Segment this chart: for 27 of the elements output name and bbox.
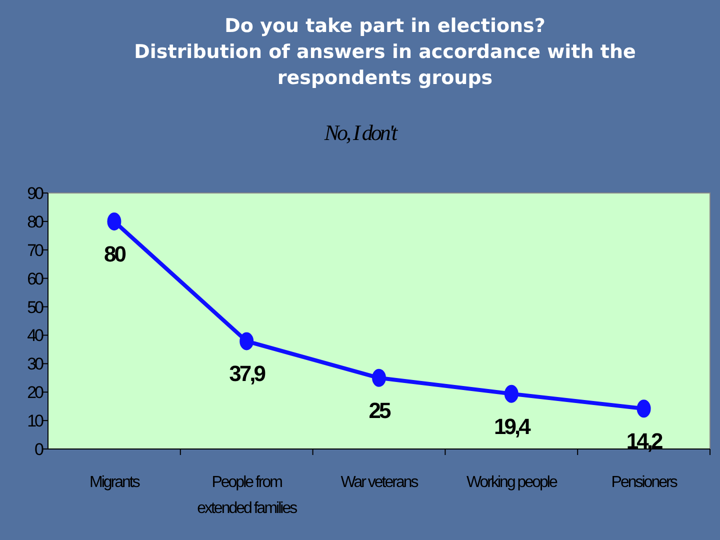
point xyxy=(504,384,518,403)
x-tick-label: Working people xyxy=(466,474,558,491)
y-tick-label: 10 xyxy=(27,412,44,431)
y-tick-label: 60 xyxy=(27,269,44,288)
point xyxy=(240,332,254,350)
data-label: 19,4 xyxy=(494,414,532,439)
point xyxy=(372,368,386,387)
y-tick-label: 90 xyxy=(27,184,44,203)
data-label: 14,2 xyxy=(626,428,663,454)
data-label: 80 xyxy=(104,241,126,266)
y-tick-label: 40 xyxy=(27,326,44,346)
data-label: 37,9 xyxy=(229,361,266,386)
y-tick-label: 20 xyxy=(27,383,44,402)
point xyxy=(636,400,651,418)
chart-title: Do you take part in elections? Distribution of answers in accordance with the respondents groups xyxy=(134,15,636,89)
point xyxy=(107,212,122,230)
y-tick-label: 50 xyxy=(27,298,44,317)
data-label: 25 xyxy=(368,398,391,423)
y-tick-label: 0 xyxy=(34,440,44,459)
y-tick-label: 80 xyxy=(27,212,44,232)
x-tick-label: Migrants xyxy=(90,474,140,491)
x-tick-label: Pensioners xyxy=(611,474,678,491)
chart-subtitle: No, I don't xyxy=(323,120,399,145)
x-tick-label: War veterans xyxy=(340,474,419,491)
y-tick-label: 30 xyxy=(27,354,44,374)
y-tick-label: 70 xyxy=(27,240,44,260)
x-tick-label: People from extended families xyxy=(197,474,298,517)
